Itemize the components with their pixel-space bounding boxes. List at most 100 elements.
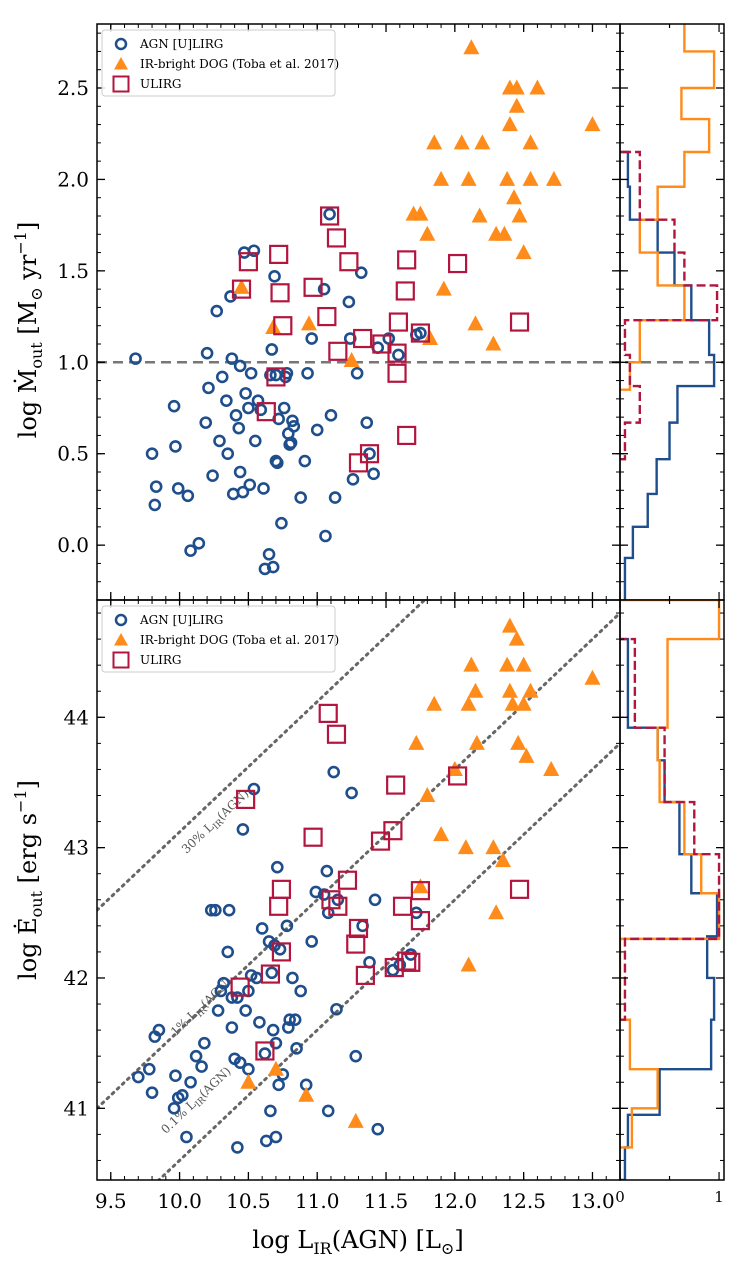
histogram-1 [620, 600, 721, 1149]
dog-point [488, 904, 505, 920]
legend-box [101, 29, 336, 97]
dog-point [426, 695, 443, 711]
hist-x-tick-label: 1 [714, 1188, 724, 1206]
ulirg-point [271, 879, 292, 899]
agn-point [152, 1023, 166, 1037]
agn-point [294, 984, 307, 998]
bottom-ref-lines: 30% LIR(AGN)1% LIR(AGN)0.1% LIR(AGN) [97, 600, 620, 1180]
agn-point [253, 1015, 266, 1029]
dog-point [347, 1112, 364, 1128]
reference-line-2 [156, 741, 620, 1180]
agn-point [233, 465, 247, 479]
agn-point [280, 919, 294, 933]
legend-entry-label: IR-bright DOG (Toba et al. 2017) [140, 633, 339, 647]
agn-point [225, 1021, 239, 1034]
agn-point [244, 366, 258, 380]
dog-point [501, 116, 518, 132]
agn-point [167, 1102, 181, 1115]
dog-point [485, 335, 502, 351]
ulirg-point [447, 253, 468, 274]
ulirg-point [370, 831, 391, 851]
ulirg-point [395, 281, 415, 301]
agn-point [254, 403, 268, 417]
agn-point [149, 480, 163, 493]
agn-point [305, 935, 319, 948]
bottom-axes: 41 42 43 44 9.5 10.0 10.5 11.0 11.5 12.0 12.5 13.0 0… [64, 599, 725, 1213]
ulirg-point [236, 789, 256, 810]
dog-point [504, 695, 521, 711]
ulirg-point [328, 341, 348, 361]
agn-point [342, 295, 356, 309]
agn-point [217, 976, 230, 990]
agn-point [330, 1002, 343, 1016]
agn-point [167, 399, 181, 413]
dog-point [485, 839, 502, 855]
agn-point [343, 332, 357, 345]
legend-entry-label: ULIRG [140, 77, 181, 91]
dog-point [499, 170, 516, 186]
dog-point [433, 826, 450, 842]
histogram-frame [619, 23, 725, 601]
x-tick-label: 11.5 [364, 1189, 409, 1213]
dog-point [460, 170, 477, 186]
agn-point [169, 440, 182, 453]
ulirg-point [318, 703, 338, 723]
ulirg-point [231, 279, 252, 299]
ulirg-point [401, 952, 421, 972]
bottom-legend: AGN [U]LIRG IR-bright DOG (Toba et al. 20… [101, 605, 339, 673]
agn-point [270, 456, 284, 470]
agn-point [350, 366, 364, 380]
dog-point [463, 39, 480, 55]
agn-point [272, 412, 285, 426]
agn-point [239, 1004, 252, 1017]
agn-point [331, 893, 345, 907]
dog-point [506, 189, 523, 205]
dog-point [511, 207, 528, 223]
agn-point [275, 516, 288, 530]
histogram-2 [620, 637, 721, 1021]
ulirg-point [355, 965, 375, 985]
ulirg-point [303, 277, 323, 297]
ulirg-point [339, 252, 359, 272]
agn-point [367, 467, 380, 481]
agn-point [239, 387, 252, 400]
agn-point [382, 332, 396, 345]
y-tick-label: 1.5 [57, 259, 89, 283]
agn-point [262, 547, 276, 561]
x-tick-label: 10.0 [157, 1189, 202, 1213]
agn-point [346, 473, 360, 486]
ulirg-point [337, 870, 358, 890]
dog-point [419, 787, 436, 803]
agn-point [145, 447, 159, 461]
agn-point [225, 352, 239, 365]
x-tick-label: 9.5 [95, 1189, 127, 1213]
agn-point [264, 368, 277, 382]
legend-circle-marker [114, 613, 128, 627]
dog-point [501, 617, 518, 633]
ulirg-point [410, 323, 431, 343]
ulirg-point [410, 911, 431, 931]
agn-point [414, 326, 427, 340]
bottom-y-axis-title: log Ėout [erg s−1] [11, 780, 46, 980]
agn-point [184, 1075, 197, 1089]
dog-point [460, 695, 477, 711]
agn-point [221, 945, 235, 959]
x-tick-label: 12.0 [433, 1189, 478, 1213]
dog-point [584, 669, 601, 685]
top-panel: 0.0 0.5 1.0 1.5 2.0 2.5 AGN [U]LIRG IR-bright … [57, 23, 725, 601]
agn-point [282, 1021, 295, 1034]
agn-point [323, 207, 336, 221]
dog-point [515, 244, 532, 260]
agn-point [189, 1049, 203, 1063]
x-tick-label: 12.5 [501, 1189, 546, 1213]
top-axes: 0.0 0.5 1.0 1.5 2.0 2.5 [57, 23, 725, 601]
ulirg-point [319, 206, 340, 226]
dog-point [233, 278, 250, 294]
agn-point [231, 1141, 244, 1154]
agn-point [226, 487, 240, 501]
dog-point [343, 351, 360, 367]
ulirg-point [238, 252, 258, 272]
y-tick-label: 0.5 [57, 442, 89, 466]
dog-point [453, 134, 470, 150]
agn-point [288, 1013, 302, 1026]
